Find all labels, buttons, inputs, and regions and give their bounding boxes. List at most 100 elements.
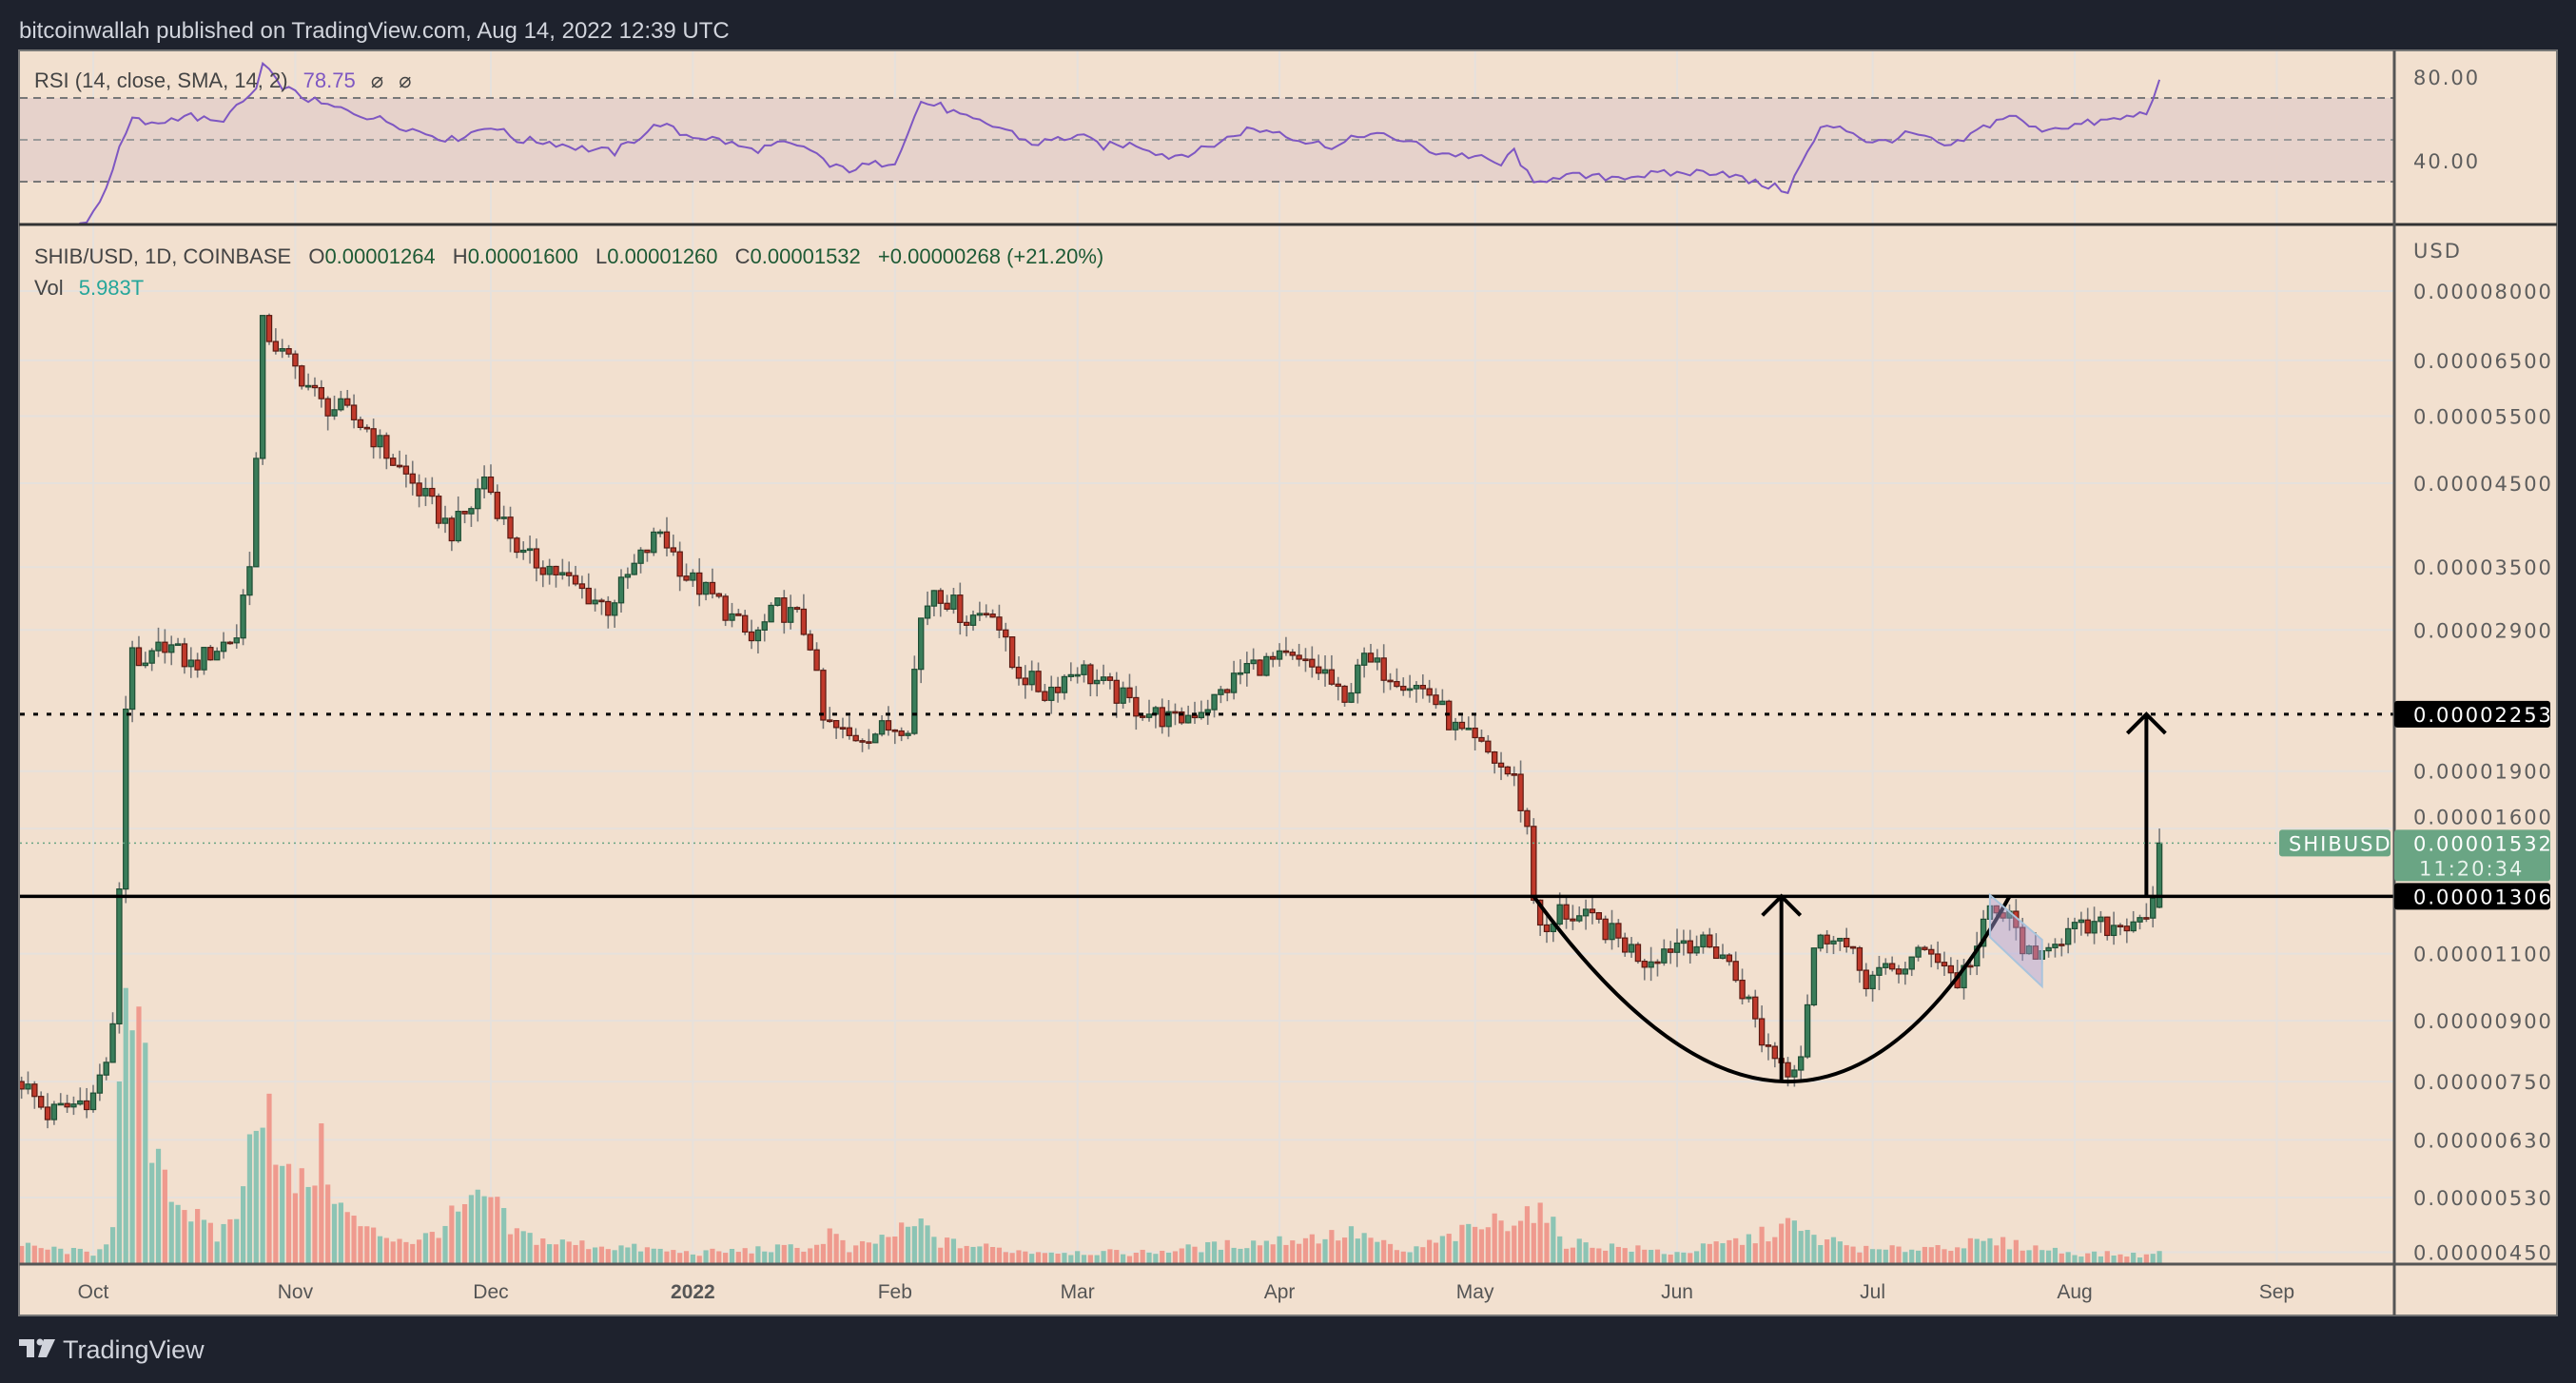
volume-bar — [1035, 1252, 1042, 1264]
volume-bar — [1948, 1251, 1954, 1264]
candle-up — [50, 1103, 58, 1120]
candle-up — [918, 617, 925, 671]
candle-up — [2071, 922, 2078, 930]
candle-up — [1218, 689, 1224, 695]
candle-down — [83, 1100, 90, 1111]
volume-bar — [559, 1239, 565, 1264]
volume-bar — [1864, 1245, 1869, 1264]
volume-bar — [481, 1196, 487, 1264]
rsi-pane[interactable]: RSI (14, close, SMA, 14, 2) 78.75 ⌀ ⌀ 80… — [20, 61, 2480, 232]
candle-up — [2150, 897, 2156, 919]
volume-bar — [195, 1209, 201, 1264]
candle-up — [905, 732, 911, 736]
candle-down — [1296, 654, 1302, 660]
volume-bar — [1791, 1220, 1797, 1264]
volume-bar — [749, 1253, 754, 1264]
volume-bar — [240, 1186, 246, 1264]
volume-bar — [143, 1042, 148, 1264]
volume-bar — [905, 1226, 911, 1264]
time-axis[interactable]: Oct Nov Dec 2022 Feb Mar Apr May Jun Jul Aug Sep — [78, 1281, 2294, 1303]
price-pane[interactable]: SHIB/USD, 1D, COINBASE O0.00001264 H0.00… — [19, 244, 2394, 1264]
rsi-tick-label: 80.00 — [2413, 67, 2480, 89]
volume-bar — [690, 1254, 695, 1264]
candle-up — [57, 1102, 64, 1106]
volume-bar — [429, 1232, 435, 1264]
candle-down — [487, 476, 495, 494]
candle-down — [781, 597, 788, 623]
volume-bar — [305, 1186, 311, 1264]
candle-down — [1380, 657, 1387, 681]
price-tick-label: 0.00000750 — [2413, 1071, 2553, 1094]
candle-down — [1726, 954, 1733, 963]
measured-move-arrow[interactable] — [1761, 893, 1803, 1082]
candle-up — [774, 597, 781, 607]
time-label-jul: Jul — [1860, 1281, 1885, 1303]
volume-bar — [573, 1244, 578, 1264]
volume-bar — [1596, 1248, 1602, 1264]
volume-bar — [1165, 1252, 1172, 1264]
candle-up — [754, 629, 762, 642]
candle-up — [2064, 927, 2072, 945]
volume-bar — [371, 1227, 377, 1264]
candle-down — [1504, 766, 1512, 775]
volume-bar — [495, 1197, 500, 1264]
drawings[interactable] — [20, 711, 2394, 1083]
candle-up — [1184, 714, 1192, 724]
candle-up — [1165, 711, 1172, 728]
volume-bar — [813, 1244, 820, 1264]
candle-down — [1785, 1062, 1791, 1078]
volume-bar — [2091, 1251, 2098, 1264]
candle-up — [761, 621, 768, 631]
candle-down — [1765, 1044, 1772, 1047]
volume-bar — [540, 1238, 546, 1264]
candle-down — [1309, 658, 1316, 668]
volume-bar — [1114, 1250, 1120, 1264]
cup-arc[interactable] — [1532, 895, 2012, 1083]
candle-down — [827, 719, 833, 723]
candle-up — [468, 508, 475, 515]
volume-bar — [1896, 1246, 1902, 1264]
candle-up — [2156, 842, 2163, 908]
volume-bar — [207, 1222, 213, 1264]
candle-down — [1634, 944, 1642, 963]
tradingview-logo[interactable]: TradingView — [19, 1335, 205, 1364]
candle-down — [1126, 687, 1133, 699]
candle-down — [1472, 727, 1478, 739]
candle-up — [480, 476, 488, 490]
volume-bar — [1341, 1237, 1348, 1264]
volume-value: 5.983T — [79, 276, 145, 300]
volume-bar — [383, 1237, 389, 1264]
candle-down — [963, 621, 970, 626]
candle-down — [1641, 960, 1648, 968]
candle-down — [402, 465, 410, 475]
candle-down — [1003, 629, 1009, 638]
volume-bar — [1981, 1240, 1986, 1264]
candle-down — [1087, 664, 1094, 685]
volume-bar — [1009, 1253, 1015, 1264]
candle-down — [1654, 961, 1661, 964]
volume-bar — [1231, 1247, 1237, 1264]
price-tick-label: 0.00005500 — [2413, 406, 2553, 429]
volume-bar — [1257, 1245, 1263, 1264]
candle-up — [1120, 687, 1126, 704]
candle-down — [820, 670, 827, 721]
volume-bar — [1974, 1238, 1980, 1264]
volume-bar — [1531, 1222, 1536, 1264]
candle-up — [1204, 709, 1211, 713]
candle-down — [1282, 650, 1290, 653]
time-label-nov: Nov — [278, 1281, 314, 1303]
volume-bar — [781, 1244, 787, 1264]
price-tick-label: 0.00002900 — [2413, 619, 2553, 642]
measured-move-arrow[interactable] — [2125, 711, 2167, 897]
volume-bar — [168, 1201, 174, 1264]
volume-bar — [1368, 1237, 1374, 1264]
candle-down — [1622, 937, 1629, 953]
candle-down — [1022, 677, 1029, 686]
volume-bar — [827, 1228, 832, 1264]
price-axis[interactable]: USD 0.00008000 0.00006500 0.00005500 0.0000… — [2413, 240, 2553, 1264]
bull-flag-channel[interactable] — [1988, 892, 2043, 989]
candle-down — [1707, 934, 1713, 948]
volume-bar — [2033, 1245, 2039, 1264]
candle-down — [299, 365, 305, 387]
symbol-info[interactable]: SHIB/USD, 1D, COINBASE — [34, 244, 291, 268]
